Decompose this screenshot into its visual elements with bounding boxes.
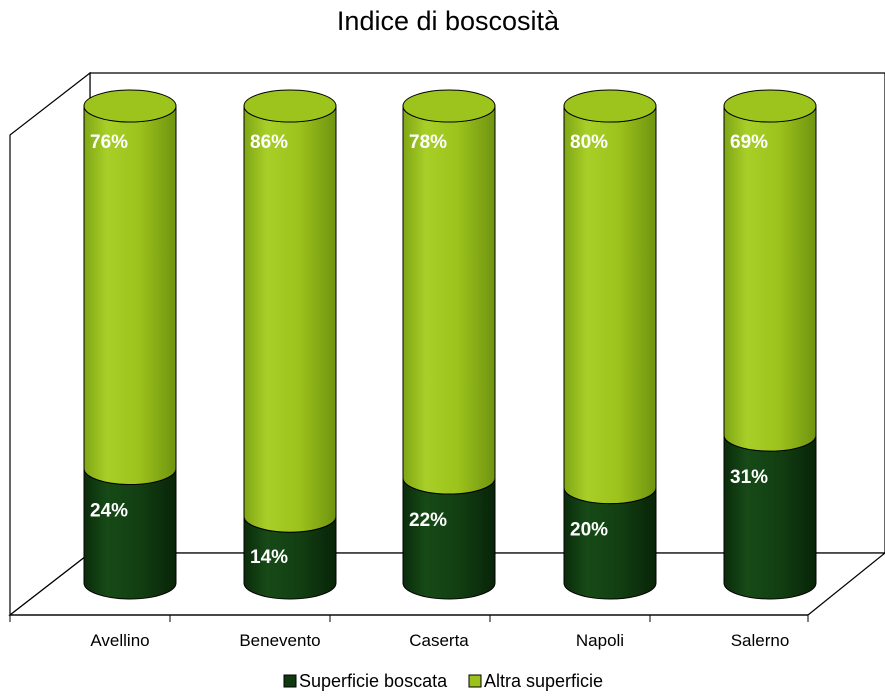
x-tick-label-benevento: Benevento — [239, 631, 320, 650]
bar-cap-avellino — [83, 89, 177, 123]
x-axis-ticks — [9, 615, 809, 622]
x-tick-label-salerno: Salerno — [731, 631, 790, 650]
data-label-altra-superficie-benevento: 86% — [250, 132, 288, 153]
bar-altra-superficie-benevento — [243, 105, 337, 533]
bars-group: 24% 76% 14% 86% 22% 78% 20% 80% 31% 69% — [83, 89, 817, 600]
bar-superficie-boscata-salerno — [723, 435, 817, 600]
data-label-altra-superficie-napoli: 80% — [570, 132, 608, 153]
data-label-superficie-boscata-napoli: 20% — [570, 520, 608, 541]
bar-superficie-boscata-napoli — [563, 487, 657, 600]
data-label-altra-superficie-avellino: 76% — [90, 132, 128, 153]
data-label-altra-superficie-salerno: 69% — [730, 132, 768, 153]
chart-title: Indice di boscosità — [337, 6, 560, 36]
x-tick-label-avellino: Avellino — [90, 631, 149, 650]
data-label-superficie-boscata-salerno: 31% — [730, 467, 768, 488]
bar-cap-napoli — [563, 89, 657, 123]
data-label-altra-superficie-caserta: 78% — [409, 132, 447, 153]
bar-altra-superficie-napoli — [563, 105, 657, 505]
data-label-superficie-boscata-avellino: 24% — [90, 501, 128, 522]
bar-cap-benevento — [243, 89, 337, 123]
legend: Superficie boscata Altra superficie — [283, 671, 603, 691]
legend-swatch-superficie-boscata — [283, 674, 297, 688]
bar-altra-superficie-salerno — [723, 105, 817, 452]
bar-superficie-boscata-caserta — [402, 478, 496, 600]
legend-label-superficie-boscata: Superficie boscata — [299, 671, 448, 691]
x-tick-label-napoli: Napoli — [576, 631, 624, 650]
bar-altra-superficie-avellino — [83, 105, 177, 486]
x-tick-label-caserta: Caserta — [409, 631, 469, 650]
x-axis-tick-labels: Avellino Benevento Caserta Napoli Salerno — [90, 631, 789, 650]
data-label-superficie-boscata-benevento: 14% — [250, 547, 288, 568]
legend-swatch-altra-superficie — [468, 674, 482, 688]
legend-label-altra-superficie: Altra superficie — [484, 671, 603, 691]
bar-cap-salerno — [723, 89, 817, 123]
bar-superficie-boscata-avellino — [83, 468, 177, 600]
bar-cap-caserta — [402, 89, 496, 123]
left-wall — [9, 71, 91, 617]
bar-altra-superficie-caserta — [402, 105, 496, 495]
data-label-superficie-boscata-caserta: 22% — [409, 510, 447, 531]
